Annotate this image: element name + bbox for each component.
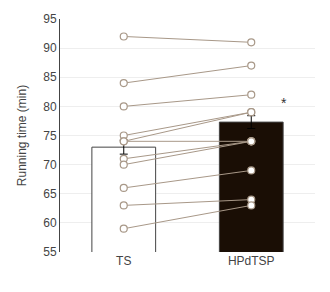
svg-text:Running time (min): Running time (min) [15, 85, 29, 186]
svg-text:70: 70 [43, 158, 57, 172]
svg-text:95: 95 [43, 12, 57, 26]
svg-text:90: 90 [43, 41, 57, 55]
svg-text:TS: TS [116, 254, 131, 268]
svg-text:85: 85 [43, 70, 57, 84]
svg-text:*: * [281, 95, 287, 111]
svg-text:75: 75 [43, 129, 57, 143]
svg-text:HPdTSP: HPdTSP [228, 254, 275, 268]
svg-text:65: 65 [43, 187, 57, 201]
svg-text:55: 55 [43, 245, 57, 259]
svg-text:60: 60 [43, 216, 57, 230]
svg-text:80: 80 [43, 100, 57, 114]
